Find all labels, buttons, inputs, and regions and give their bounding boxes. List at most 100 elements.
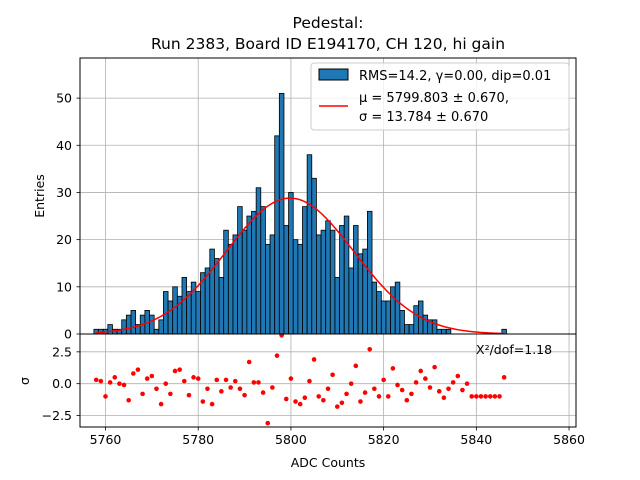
residual-point [140,391,145,397]
residual-y-tick-label: 0.0 [52,376,72,391]
residual-point [372,386,377,392]
legend-box [310,62,570,131]
residual-point [455,373,461,379]
residual-point [93,377,99,383]
residual-point [186,392,192,398]
histogram-bar [186,291,192,335]
histogram-bar [260,206,266,335]
residual-point [413,380,419,385]
histogram-bar [274,135,280,335]
histogram-bar [339,225,345,335]
histogram-bar [362,248,368,335]
histogram-bar [441,328,447,335]
residual-point [163,381,169,386]
legend-hist-swatch [318,68,349,81]
histogram-bar [246,215,252,335]
residual-point [283,396,289,402]
legend-fit-label-mu: μ = 5799.803 ± 0.670, [359,91,509,106]
residual-point [232,378,238,384]
residual-point [209,401,215,407]
residual-point [219,389,224,394]
residual-point [274,353,280,358]
histogram-y-tick-label: 20 [56,232,72,247]
legend: RMS=14.2, γ=0.00, dip=0.01 μ = 5799.803 … [310,62,570,131]
histogram-bar [404,324,410,335]
residual-point [256,380,261,385]
histogram-bar [311,177,317,335]
histogram-bar [357,253,364,335]
residual-point [381,377,386,383]
residual-y-tick-label: −2.5 [42,408,72,423]
x-tick-label: 5800 [275,432,307,447]
histogram-bar [371,281,378,335]
residual-point [348,381,354,386]
histogram-bar [348,267,354,335]
residual-point [228,385,233,390]
histogram-bar [316,234,322,335]
histogram-bar [255,187,262,335]
histogram-bar [413,305,419,335]
histogram-bar [130,310,137,335]
residual-point [293,399,298,404]
residual-point [395,382,400,388]
residual-point [321,397,326,403]
residual-point [265,420,271,426]
residual-point [432,364,437,370]
residual-point [469,394,475,399]
residual-point [334,404,340,409]
histogram-bar [343,215,350,335]
histogram-y-tick-label: 30 [56,185,72,200]
histogram-bar [209,248,215,335]
residual-point [409,391,414,397]
residual-point [297,401,303,407]
residual-point [441,395,447,400]
residual-point [168,391,173,397]
residual-point [154,386,159,392]
residual-y-tick-label: 2.5 [52,344,72,359]
residual-point [501,375,507,380]
histogram-bar [195,291,201,335]
residual-point [112,375,118,380]
histogram-y-axis-label: Entries [32,174,47,218]
residual-point [149,373,155,379]
legend-fit-label-sigma: σ = 13.784 ± 0.670 [359,110,488,125]
residual-y-ticks: −2.5 0.0 2.5 [42,344,80,423]
histogram-bar [107,324,113,335]
residual-point [172,368,178,374]
residual-point [311,357,317,362]
residual-point [158,401,164,407]
histogram-bar [445,328,452,335]
residual-point [492,394,498,399]
histogram-bar [408,324,415,335]
residual-point [103,394,108,399]
histogram-bar [325,220,331,335]
residual-point [487,394,493,399]
histogram-bar [265,243,271,335]
residual-point [135,367,141,372]
histogram-bar [390,286,396,335]
histogram-bar [167,300,174,335]
histogram-bar [283,225,289,335]
histogram-bar [158,319,164,335]
x-tick-label: 5840 [460,432,492,447]
residual-point [450,380,456,385]
histogram-bar [302,206,308,335]
gaussian-fit [96,197,505,335]
histogram-y-tick-label: 50 [56,91,72,106]
histogram-bar [376,291,382,335]
x-tick-label: 5760 [90,432,122,447]
residual-point [474,394,479,399]
histogram-bar [125,314,132,335]
histogram-bar [237,206,243,335]
histogram-bar [278,92,285,335]
residual-point [214,377,220,383]
residual-point [418,368,424,374]
chart-title-line1: Pedestal: [293,14,364,32]
residual-point [460,387,465,393]
residual-point [385,394,391,399]
residual-point [121,382,127,388]
histogram-bar [181,276,188,335]
residual-x-ticks: 5760 5780 5800 5820 5840 5860 [90,427,585,447]
x-tick-label: 5820 [368,432,400,447]
